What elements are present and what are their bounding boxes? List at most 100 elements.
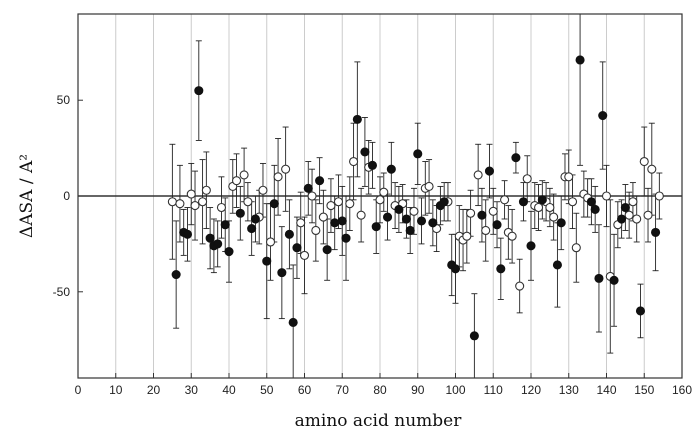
open-data-point: [515, 281, 525, 291]
open-data-point: [639, 156, 649, 167]
filled-data-point: [450, 264, 461, 274]
y-tick-label: -50: [53, 285, 71, 299]
filled-data-point: [337, 216, 347, 226]
open-data-point: [307, 191, 317, 201]
filled-data-point: [492, 220, 502, 230]
filled-data-point: [586, 197, 596, 207]
open-data-point: [356, 210, 366, 220]
x-tick-label: 30: [185, 383, 199, 397]
y-tick-label: 50: [57, 93, 71, 107]
x-axis-ticks: 0 10 20 30 40 50 60 70 80 90 100 110 120 130 140 150 160: [75, 373, 692, 397]
x-tick-label: 10: [109, 383, 123, 397]
open-data-point: [409, 206, 419, 216]
open-data-point: [481, 225, 491, 236]
filled-data-point: [537, 195, 547, 205]
open-data-point: [318, 212, 328, 222]
filled-data-point: [269, 199, 279, 209]
x-tick-label: 40: [222, 383, 236, 397]
filled-data-point: [292, 243, 302, 253]
open-data-point: [326, 201, 336, 211]
open-data-point: [564, 172, 574, 182]
open-data-point: [299, 250, 310, 260]
filled-data-point: [250, 214, 260, 224]
filled-data-point: [224, 247, 234, 257]
open-data-point: [601, 191, 612, 201]
x-tick-label: 0: [75, 383, 82, 397]
filled-data-point: [213, 239, 223, 249]
open-data-point: [643, 210, 653, 220]
filled-data-point: [220, 220, 230, 230]
filled-data-point: [194, 86, 204, 96]
filled-data-point: [518, 197, 529, 207]
x-tick-label: 130: [559, 383, 579, 397]
open-data-point: [654, 191, 664, 201]
filled-data-point: [330, 218, 340, 228]
open-data-point: [201, 185, 211, 195]
filled-data-point: [382, 212, 393, 222]
filled-data-point: [235, 208, 245, 218]
open-data-point: [296, 218, 306, 228]
open-data-point: [273, 172, 283, 182]
open-data-point: [522, 174, 532, 184]
open-data-point: [632, 214, 642, 224]
filled-data-point: [590, 204, 600, 214]
filled-data-point: [598, 110, 608, 121]
filled-data-point: [556, 218, 566, 228]
open-data-point: [239, 170, 249, 180]
filled-data-point: [303, 183, 313, 193]
filled-data-point: [609, 275, 619, 285]
filled-data-point: [413, 149, 423, 159]
filled-data-point: [247, 224, 257, 234]
x-tick-label: 70: [336, 383, 350, 397]
x-axis-title: amino acid number: [295, 411, 463, 431]
open-data-point: [186, 189, 196, 199]
filled-data-point: [511, 153, 521, 163]
open-data-point: [488, 206, 498, 216]
filled-data-point: [284, 229, 294, 239]
filled-data-point: [367, 160, 378, 170]
open-data-point: [507, 231, 517, 241]
open-data-point: [281, 164, 291, 174]
filled-data-point: [360, 147, 370, 157]
filled-data-point: [635, 306, 646, 316]
filled-data-point: [617, 214, 627, 224]
open-data-point: [545, 202, 555, 213]
x-tick-label: 60: [298, 383, 312, 397]
open-data-point: [466, 208, 476, 218]
open-data-point: [243, 197, 253, 207]
open-data-point: [379, 187, 389, 197]
x-tick-label: 90: [411, 383, 425, 397]
filled-data-point: [405, 225, 415, 236]
filled-data-point: [416, 216, 427, 226]
open-data-point: [198, 197, 208, 207]
filled-data-point: [575, 55, 585, 65]
filled-data-point: [352, 114, 362, 124]
open-data-point: [624, 210, 634, 220]
open-data-point: [167, 197, 177, 207]
filled-data-point: [171, 269, 181, 280]
open-data-point: [175, 199, 185, 209]
open-data-point: [567, 197, 578, 207]
open-data-point: [333, 197, 344, 207]
open-data-point: [232, 176, 242, 186]
open-data-point: [258, 185, 268, 195]
filled-data-point: [620, 202, 630, 213]
filled-data-point: [205, 233, 215, 243]
x-tick-label: 80: [373, 383, 387, 397]
filled-data-point: [394, 204, 404, 214]
filled-data-point: [401, 214, 411, 224]
filled-data-point: [496, 264, 506, 274]
open-data-point: [462, 231, 472, 241]
x-tick-label: 110: [484, 383, 503, 397]
filled-data-point: [288, 317, 298, 327]
filled-data-point: [277, 268, 287, 278]
filled-data-point: [477, 210, 487, 220]
open-data-point: [311, 225, 321, 236]
filled-data-point: [439, 197, 449, 207]
filled-data-point: [428, 218, 438, 228]
filled-data-point: [182, 229, 193, 239]
open-data-point: [375, 195, 385, 205]
filled-data-point: [484, 166, 495, 176]
filled-data-point: [386, 164, 396, 174]
